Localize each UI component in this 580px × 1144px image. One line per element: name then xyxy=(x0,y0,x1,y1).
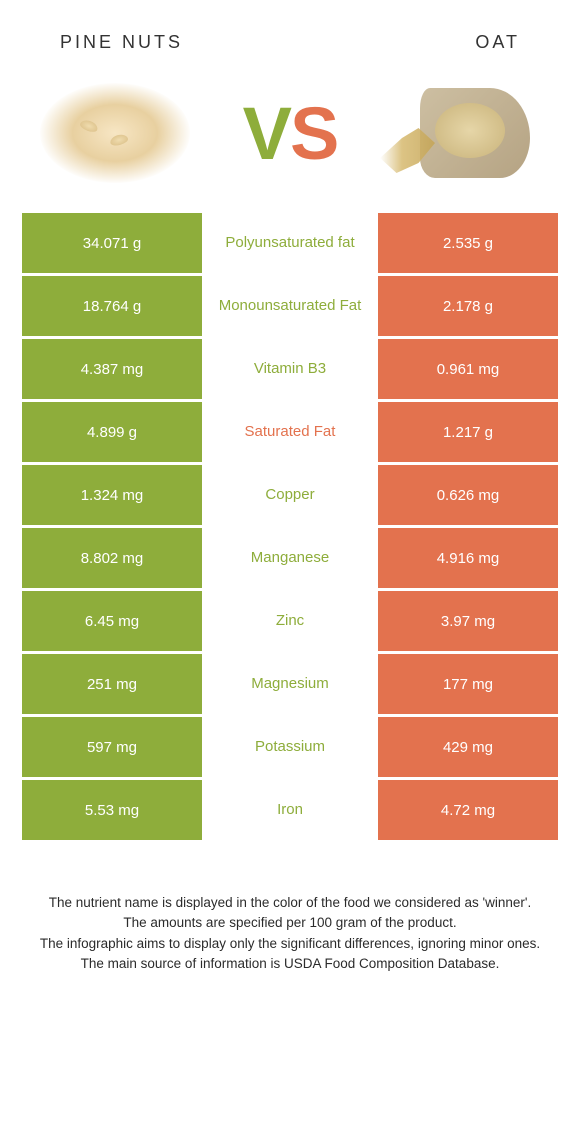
nutrient-table: 34.071 gPolyunsaturated fat2.535 g18.764… xyxy=(0,213,580,840)
value-left: 34.071 g xyxy=(22,213,202,273)
nutrient-label: Vitamin B3 xyxy=(202,339,378,399)
value-right: 4.916 mg xyxy=(378,528,558,588)
nutrient-row: 6.45 mgZinc3.97 mg xyxy=(22,591,558,651)
title-right: OAT xyxy=(475,32,520,53)
value-left: 251 mg xyxy=(22,654,202,714)
nutrient-label: Monounsaturated Fat xyxy=(202,276,378,336)
nutrient-row: 5.53 mgIron4.72 mg xyxy=(22,780,558,840)
nutrient-row: 4.387 mgVitamin B30.961 mg xyxy=(22,339,558,399)
nutrient-label: Polyunsaturated fat xyxy=(202,213,378,273)
nutrient-row: 1.324 mgCopper0.626 mg xyxy=(22,465,558,525)
nutrient-label: Magnesium xyxy=(202,654,378,714)
footer-line-4: The main source of information is USDA F… xyxy=(30,954,550,974)
vs-label: VS xyxy=(243,91,338,176)
value-right: 429 mg xyxy=(378,717,558,777)
nutrient-label: Iron xyxy=(202,780,378,840)
nutrient-label: Zinc xyxy=(202,591,378,651)
pine-nuts-image xyxy=(40,83,190,183)
nutrient-row: 597 mgPotassium429 mg xyxy=(22,717,558,777)
nutrient-label: Saturated Fat xyxy=(202,402,378,462)
nutrient-row: 34.071 gPolyunsaturated fat2.535 g xyxy=(22,213,558,273)
nutrient-row: 18.764 gMonounsaturated Fat2.178 g xyxy=(22,276,558,336)
footer-line-3: The infographic aims to display only the… xyxy=(30,934,550,954)
title-left: PINE NUTS xyxy=(60,32,183,53)
value-left: 1.324 mg xyxy=(22,465,202,525)
footer-notes: The nutrient name is displayed in the co… xyxy=(0,843,580,974)
value-right: 177 mg xyxy=(378,654,558,714)
value-left: 4.899 g xyxy=(22,402,202,462)
value-right: 4.72 mg xyxy=(378,780,558,840)
nutrient-label: Potassium xyxy=(202,717,378,777)
vs-v: V xyxy=(243,91,290,176)
footer-line-1: The nutrient name is displayed in the co… xyxy=(30,893,550,913)
value-left: 5.53 mg xyxy=(22,780,202,840)
nutrient-row: 4.899 gSaturated Fat1.217 g xyxy=(22,402,558,462)
oat-image xyxy=(390,83,540,183)
nutrient-row: 251 mgMagnesium177 mg xyxy=(22,654,558,714)
hero-row: VS xyxy=(0,63,580,213)
value-left: 597 mg xyxy=(22,717,202,777)
value-left: 4.387 mg xyxy=(22,339,202,399)
oat-sack xyxy=(420,88,530,178)
value-left: 8.802 mg xyxy=(22,528,202,588)
value-right: 0.626 mg xyxy=(378,465,558,525)
value-right: 1.217 g xyxy=(378,402,558,462)
value-right: 2.535 g xyxy=(378,213,558,273)
value-left: 6.45 mg xyxy=(22,591,202,651)
vs-s: S xyxy=(290,91,337,176)
value-right: 0.961 mg xyxy=(378,339,558,399)
header: PINE NUTS OAT xyxy=(0,0,580,63)
value-right: 3.97 mg xyxy=(378,591,558,651)
value-left: 18.764 g xyxy=(22,276,202,336)
nutrient-row: 8.802 mgManganese4.916 mg xyxy=(22,528,558,588)
nutrient-label: Copper xyxy=(202,465,378,525)
nutrient-label: Manganese xyxy=(202,528,378,588)
footer-line-2: The amounts are specified per 100 gram o… xyxy=(30,913,550,933)
value-right: 2.178 g xyxy=(378,276,558,336)
